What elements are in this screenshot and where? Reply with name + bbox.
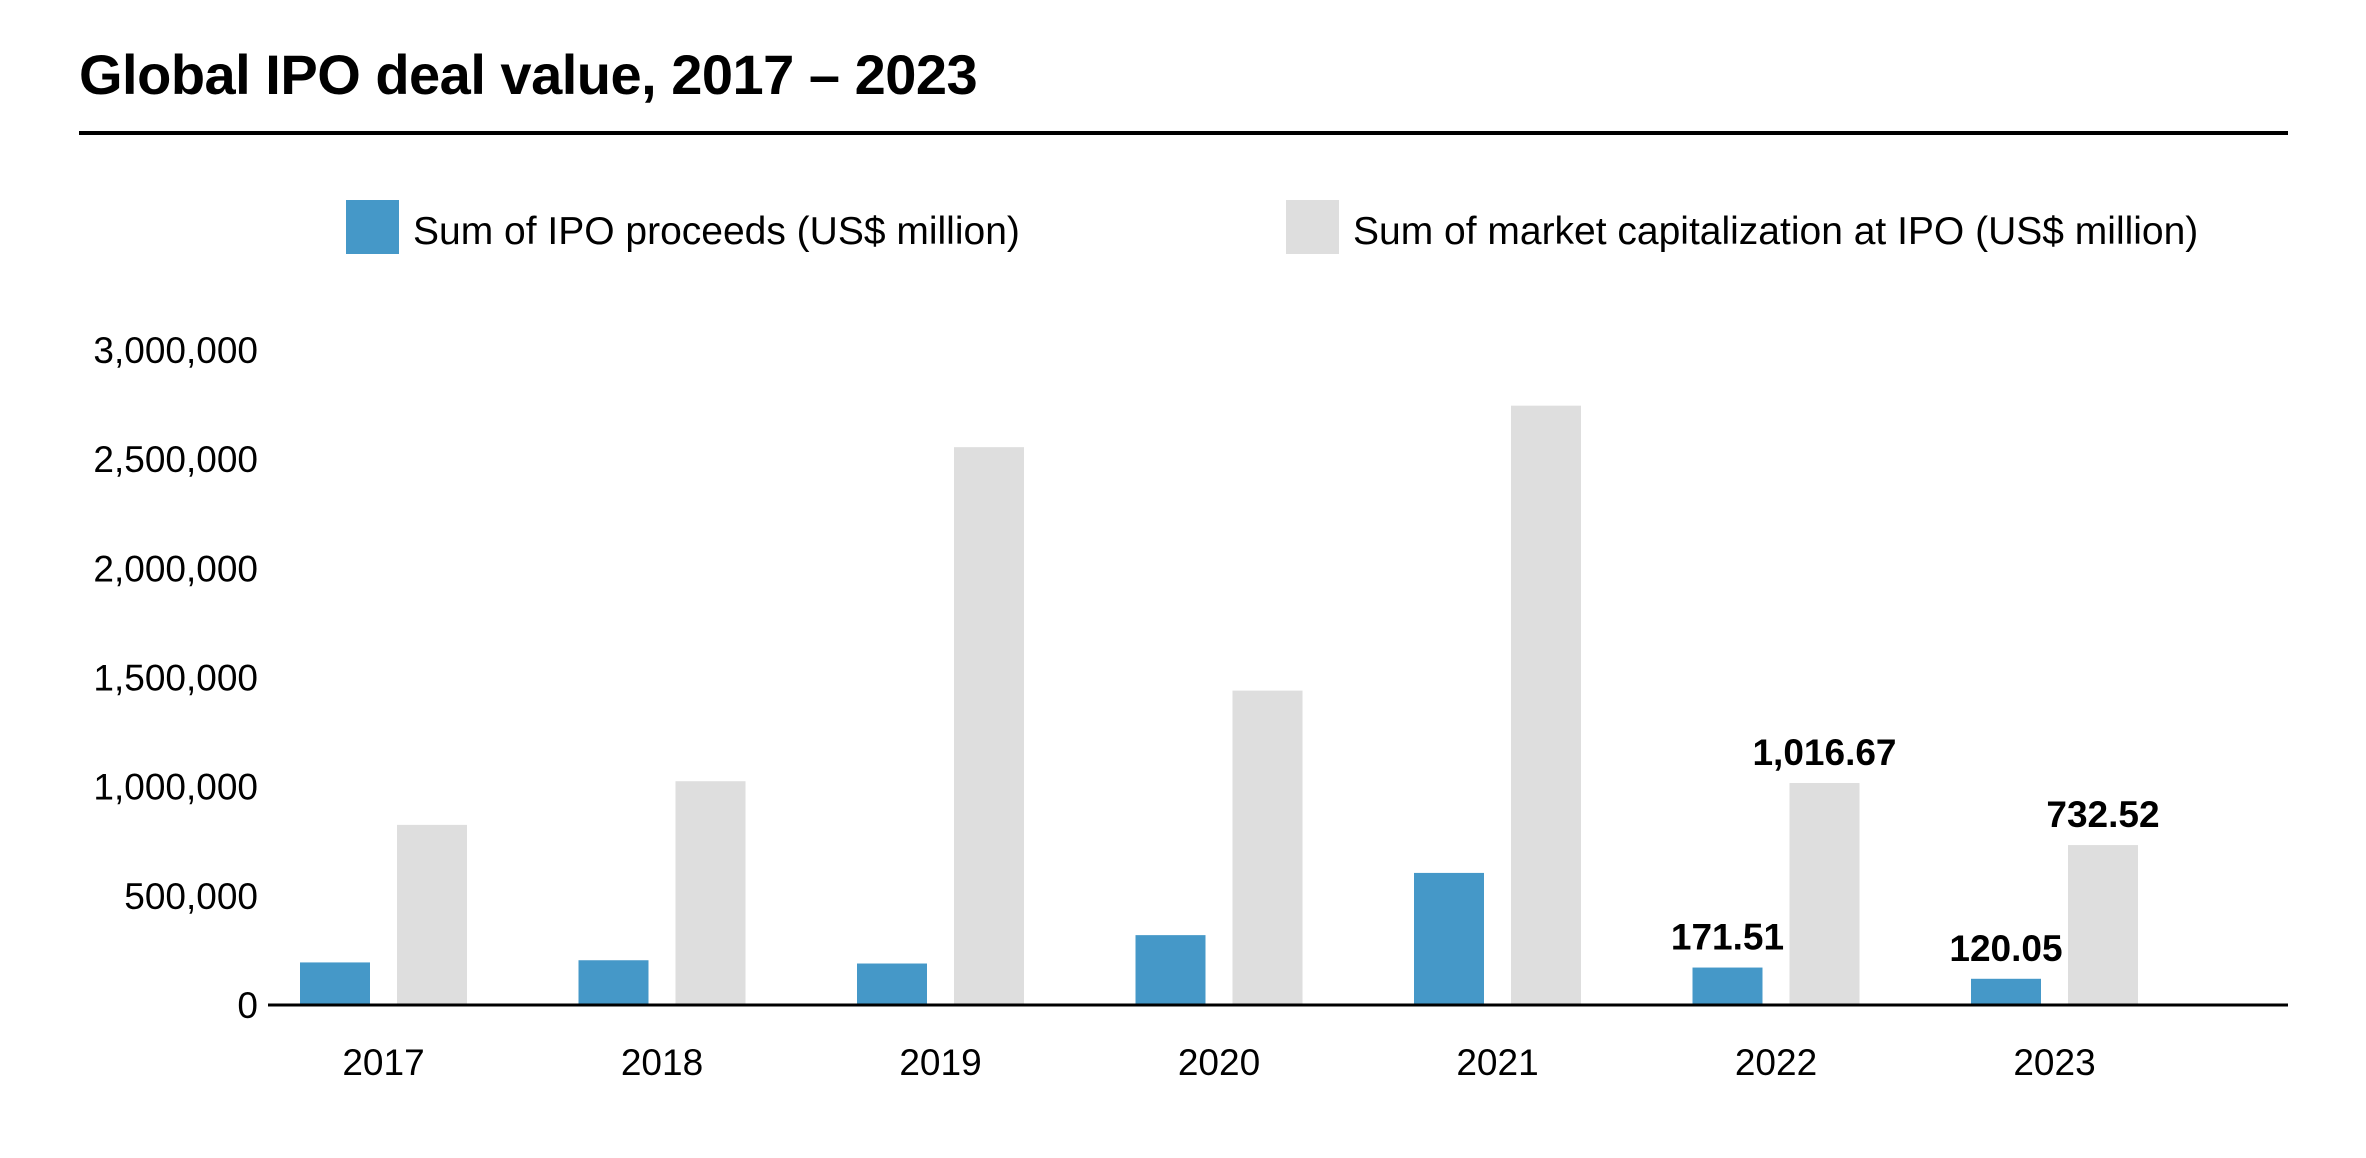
x-tick-label: 2022 — [1735, 1042, 1817, 1083]
legend-label-1: Sum of IPO proceeds (US$ million) — [413, 210, 1020, 253]
bar-2017-series-2 — [397, 824, 467, 1005]
bar-2019-series-2 — [954, 447, 1024, 1005]
legend: Sum of IPO proceeds (US$ million) Sum of … — [346, 200, 2198, 254]
bars — [300, 405, 2138, 1005]
x-tick-label: 2017 — [342, 1042, 424, 1083]
y-tick-label: 2,000,000 — [93, 548, 258, 589]
y-tick-label: 500,000 — [124, 876, 258, 917]
chart-title: Global IPO deal value, 2017 – 2023 — [79, 43, 978, 106]
x-axis: 2017 2018 2019 2020 2021 2022 2023 — [268, 1003, 2288, 1083]
y-tick-label: 1,000,000 — [93, 767, 258, 808]
y-axis: 0 500,000 1,000,000 1,500,000 2,000,000 2,500… — [93, 330, 258, 1026]
bar-2022-series-2 — [1789, 783, 1860, 1005]
bar-2018-series-1 — [578, 960, 649, 1005]
bar-2023-series-2 — [2068, 845, 2138, 1005]
y-tick-label: 2,500,000 — [93, 439, 258, 480]
bar-2019-series-1 — [857, 963, 927, 1005]
x-tick-label: 2023 — [2013, 1042, 2095, 1083]
legend-swatch-2 — [1286, 200, 1339, 254]
bar-2022-series-1 — [1692, 967, 1763, 1005]
x-tick-label: 2019 — [899, 1042, 981, 1083]
y-tick-label: 0 — [237, 985, 258, 1026]
y-tick-label: 1,500,000 — [93, 658, 258, 699]
bar-2017-series-1 — [300, 962, 370, 1005]
bar-2018-series-2 — [675, 781, 746, 1005]
x-tick-label: 2020 — [1178, 1042, 1260, 1083]
bar-2020-series-1 — [1135, 935, 1206, 1005]
x-tick-label: 2021 — [1456, 1042, 1538, 1083]
legend-label-2: Sum of market capitalization at IPO (US$… — [1353, 210, 2198, 253]
legend-swatch-1 — [346, 200, 399, 254]
data-labels: 171.51 1,016.67 120.05 732.52 — [1671, 732, 2160, 969]
bar-2020-series-2 — [1232, 690, 1303, 1005]
data-label-2023-series-1: 120.05 — [1949, 928, 2062, 969]
bar-2023-series-1 — [1971, 978, 2041, 1005]
y-tick-label: 3,000,000 — [93, 330, 258, 371]
bar-2021-series-2 — [1511, 405, 1581, 1005]
data-label-2022-series-2: 1,016.67 — [1752, 732, 1896, 773]
title-divider — [79, 131, 2288, 135]
data-label-2022-series-1: 171.51 — [1671, 917, 1784, 958]
data-label-2023-series-2: 732.52 — [2046, 794, 2159, 835]
x-tick-label: 2018 — [621, 1042, 703, 1083]
bar-2021-series-1 — [1414, 872, 1484, 1005]
